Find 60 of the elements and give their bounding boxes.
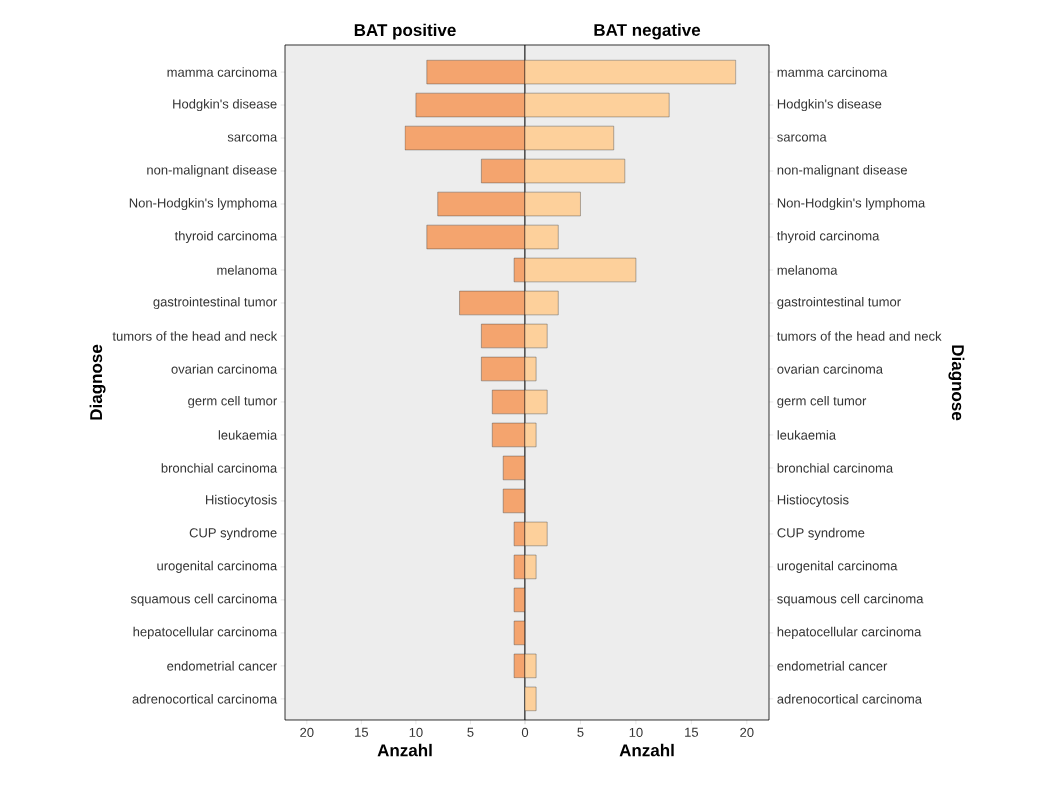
y-tick-label: squamous cell carcinoma: [777, 593, 924, 606]
y-tick-label: CUP syndrome: [189, 527, 277, 540]
x-tick-label: 10: [629, 727, 643, 737]
y-tick-label: hepatocellular carcinoma: [133, 626, 278, 639]
bar: [513, 587, 525, 612]
bar: [502, 488, 525, 514]
y-tick-label: leukaemia: [218, 430, 278, 440]
chart-title: BAT positive: [354, 23, 456, 40]
bar: [513, 257, 525, 283]
x-tick-label: 5: [467, 727, 474, 737]
x-tick-label: 15: [685, 727, 699, 737]
y-tick-label: urogenital carcinoma: [157, 560, 278, 573]
y-tick-label: thyroid carcinoma: [174, 230, 278, 244]
y-tick-label: non-malignant disease: [777, 164, 907, 178]
y-tick-label: leukaemia: [777, 430, 837, 440]
y-tick-label: urogenital carcinoma: [777, 560, 898, 573]
y-tick-label: adrenocortical carcinoma: [132, 694, 278, 704]
y-tick-label: ovarian carcinoma: [777, 364, 883, 374]
y-tick-label: Histiocytosis: [777, 494, 849, 507]
y-tick-label: bronchial carcinoma: [777, 463, 894, 473]
x-tick-label: 10: [409, 727, 423, 737]
y-tick-label: ovarian carcinoma: [171, 364, 278, 374]
x-tick-label: 20: [300, 727, 314, 737]
y-tick-label: melanoma: [217, 265, 278, 275]
y-tick-label: sarcoma: [777, 134, 827, 142]
bar: [513, 620, 525, 645]
y-tick-label: germ cell tumor: [777, 395, 867, 409]
y-tick-label: non-malignant disease: [147, 164, 277, 178]
y-tick-label: melanoma: [777, 265, 838, 275]
y-tick-label: thyroid carcinoma: [777, 230, 880, 244]
y-tick-label: gastrointestinal tumor: [777, 296, 901, 310]
y-tick-label: Non-Hodgkin's lymphoma: [129, 197, 278, 211]
y-tick-label: gastrointestinal tumor: [153, 296, 277, 310]
x-tick-label: 15: [355, 727, 369, 737]
y-tick-label: mamma carcinoma: [777, 67, 888, 77]
y-tick-label: tumors of the head and neck: [112, 331, 278, 341]
chart-title: BAT negative: [594, 23, 701, 40]
x-tick-label: 5: [577, 727, 584, 737]
x-axis-title: Anzahl: [377, 743, 432, 757]
bar: [502, 455, 525, 481]
y-tick-label: Hodgkin's disease: [777, 98, 882, 112]
x-tick-label: 0: [521, 727, 529, 737]
y-tick-label: Non-Hodgkin's lymphoma: [777, 197, 926, 211]
y-tick-label: tumors of the head and neck: [777, 331, 942, 341]
y-tick-label: sarcoma: [227, 134, 278, 142]
y-tick-label: endometrial cancer: [777, 661, 888, 671]
y-tick-label: hepatocellular carcinoma: [777, 626, 922, 639]
y-axis-title: Diagnose: [948, 345, 965, 421]
y-axis-title: Diagnose: [89, 344, 106, 420]
y-tick-label: squamous cell carcinoma: [130, 593, 278, 606]
y-tick-label: Hodgkin's disease: [173, 98, 277, 112]
y-tick-label: adrenocortical carcinoma: [777, 694, 922, 704]
y-tick-label: Histiocytosis: [206, 494, 277, 507]
x-axis-title: Anzahl: [619, 743, 674, 757]
y-tick-label: CUP syndrome: [777, 527, 865, 540]
y-tick-label: germ cell tumor: [188, 395, 277, 409]
x-tick-label: 20: [740, 727, 754, 737]
y-tick-label: endometrial cancer: [167, 661, 277, 671]
y-tick-label: bronchial carcinoma: [161, 463, 278, 473]
y-tick-label: mamma carcinoma: [167, 67, 278, 77]
